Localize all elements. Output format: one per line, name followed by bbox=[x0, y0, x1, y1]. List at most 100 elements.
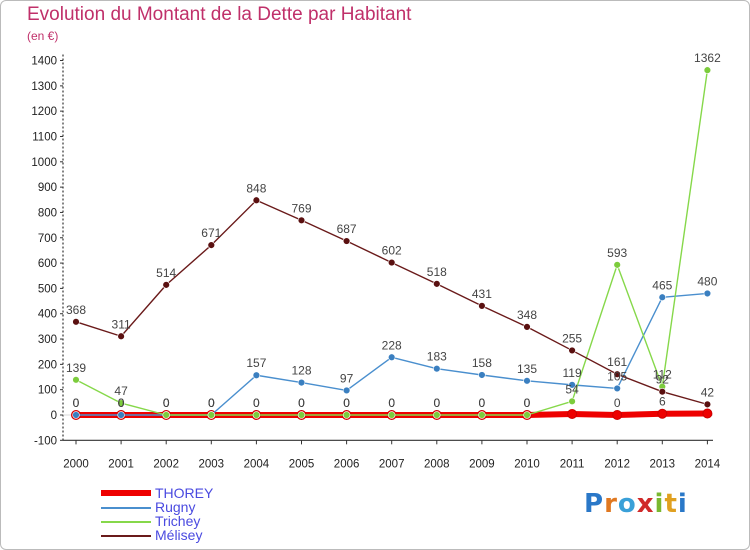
data-label: 0 bbox=[524, 396, 531, 410]
data-point bbox=[523, 411, 531, 419]
x-tick-label: 2003 bbox=[199, 458, 225, 470]
data-point bbox=[613, 384, 621, 393]
data-label: 105 bbox=[607, 369, 627, 383]
data-point bbox=[658, 293, 666, 301]
data-label: 0 bbox=[298, 396, 305, 410]
data-point bbox=[252, 411, 261, 419]
x-tick-label: 2010 bbox=[514, 458, 540, 470]
data-label: 0 bbox=[73, 396, 80, 410]
series-trichey bbox=[72, 66, 712, 419]
data-point bbox=[207, 241, 216, 249]
data-label: 0 bbox=[208, 396, 215, 410]
data-label: 139 bbox=[66, 361, 86, 375]
y-tick-label: 900 bbox=[38, 182, 57, 194]
data-label: 228 bbox=[382, 338, 402, 352]
data-point bbox=[342, 386, 351, 395]
x-tick-label: 2000 bbox=[63, 458, 89, 470]
data-label: 769 bbox=[291, 201, 311, 215]
y-tick-label: 1300 bbox=[31, 81, 57, 93]
data-label: 0 bbox=[253, 396, 260, 410]
legend-item-thorey: THOREY bbox=[101, 485, 301, 501]
data-label: 47 bbox=[114, 384, 128, 398]
data-label: 183 bbox=[427, 350, 447, 364]
y-axis-unit: (en €) bbox=[27, 29, 59, 43]
data-label: 480 bbox=[697, 274, 717, 288]
data-point bbox=[703, 289, 712, 298]
axes: -100010020030040050060070080090010001100… bbox=[31, 54, 721, 470]
legend-item-trichey: Trichey bbox=[101, 513, 301, 529]
data-label: 255 bbox=[562, 331, 582, 345]
data-point bbox=[72, 411, 80, 419]
data-label: 0 bbox=[614, 396, 621, 410]
x-tick-label: 2008 bbox=[424, 458, 450, 470]
legend-swatch bbox=[101, 507, 151, 509]
y-tick-label: 100 bbox=[38, 385, 57, 397]
data-label: 0 bbox=[388, 396, 395, 410]
logo-letter: t bbox=[664, 489, 678, 519]
x-tick-label: 2004 bbox=[244, 458, 270, 470]
data-point bbox=[478, 371, 486, 379]
data-label: 465 bbox=[652, 278, 672, 292]
data-label: 0 bbox=[253, 396, 260, 410]
data-label: 0 bbox=[524, 396, 531, 410]
legend-label: Mélisey bbox=[155, 527, 203, 543]
x-tick-label: 2014 bbox=[695, 458, 721, 470]
data-point bbox=[523, 323, 531, 331]
data-label: 311 bbox=[112, 317, 131, 331]
legend-item-rugny: Rugny bbox=[101, 499, 301, 515]
data-label: 0 bbox=[433, 396, 440, 410]
data-label: 602 bbox=[382, 244, 402, 258]
data-label: 42 bbox=[701, 385, 715, 399]
data-point bbox=[297, 411, 306, 419]
x-tick-label: 2001 bbox=[108, 458, 134, 470]
x-tick-label: 2009 bbox=[469, 458, 495, 470]
data-label: 97 bbox=[340, 371, 354, 385]
data-point bbox=[523, 377, 531, 385]
chart-title: Evolution du Montant de la Dette par Hab… bbox=[27, 4, 412, 25]
data-point bbox=[117, 411, 125, 419]
data-label: 0 bbox=[118, 396, 125, 410]
data-point bbox=[703, 66, 712, 74]
data-label: 54 bbox=[565, 382, 579, 396]
data-label: 128 bbox=[291, 364, 311, 378]
data-label: 0 bbox=[388, 396, 395, 410]
data-label: 0 bbox=[343, 396, 350, 410]
y-tick-label: 500 bbox=[38, 283, 57, 295]
series-melisey bbox=[72, 196, 712, 409]
y-tick-label: 200 bbox=[38, 359, 57, 371]
data-label: 0 bbox=[163, 396, 170, 410]
data-label: 157 bbox=[246, 356, 266, 370]
data-point bbox=[433, 411, 441, 419]
data-point bbox=[297, 216, 306, 224]
data-label: 161 bbox=[607, 355, 627, 369]
data-point bbox=[658, 388, 666, 396]
logo-letter: i bbox=[654, 489, 665, 519]
data-label: 119 bbox=[563, 366, 582, 380]
y-tick-label: 300 bbox=[38, 334, 57, 346]
y-tick-label: 600 bbox=[38, 258, 57, 270]
y-tick-label: 1000 bbox=[31, 157, 57, 169]
data-point bbox=[613, 261, 621, 269]
data-point bbox=[567, 408, 578, 419]
data-label: 0 bbox=[479, 396, 486, 410]
data-point bbox=[72, 376, 80, 384]
data-point bbox=[117, 399, 125, 407]
x-tick-label: 2006 bbox=[334, 458, 360, 470]
data-label: 0 bbox=[118, 396, 125, 410]
data-point bbox=[207, 411, 216, 419]
data-point bbox=[388, 411, 396, 419]
data-point bbox=[568, 381, 576, 389]
data-label: 368 bbox=[66, 303, 86, 317]
data-label: 431 bbox=[472, 287, 492, 301]
data-point bbox=[433, 280, 441, 288]
data-label: 0 bbox=[208, 396, 215, 410]
data-label: 112 bbox=[653, 368, 672, 382]
data-label: 0 bbox=[343, 396, 350, 410]
y-tick-label: 400 bbox=[38, 309, 57, 321]
legend-label: THOREY bbox=[155, 485, 214, 501]
data-point bbox=[433, 364, 441, 373]
data-label: 514 bbox=[156, 266, 176, 280]
data-label: 0 bbox=[163, 396, 170, 410]
